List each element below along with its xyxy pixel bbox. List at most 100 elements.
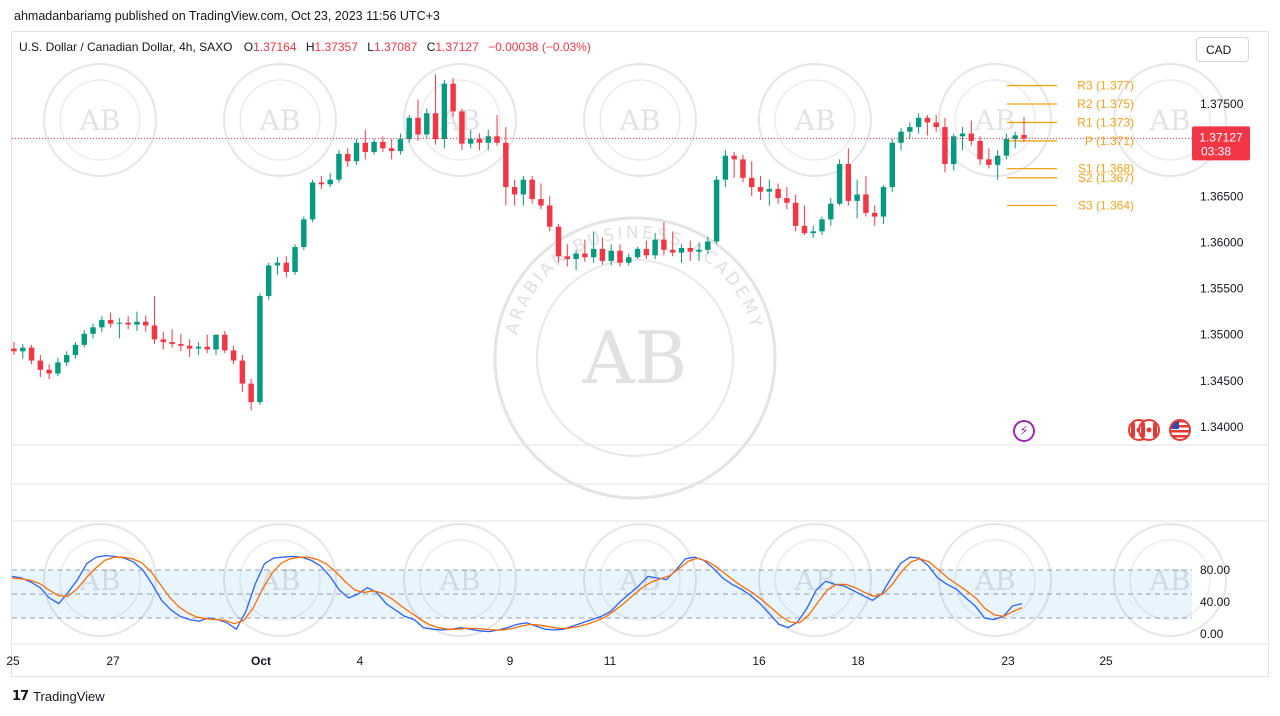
- candle-body: [713, 179, 720, 242]
- candle-body: [424, 113, 430, 135]
- footer-brand-label: TradingView: [33, 688, 105, 704]
- watermark-big-monogram: AB: [582, 316, 688, 400]
- stoch-tick-label: 0.00: [1200, 627, 1224, 641]
- candle-body: [90, 327, 96, 334]
- candle-body: [213, 334, 219, 350]
- watermark-ring: [59, 79, 141, 161]
- pivot-label: S3 (1.364): [1078, 199, 1134, 213]
- candle-body: [626, 257, 632, 263]
- footer-branding[interactable]: 𝟭𝟳 TradingView: [12, 688, 105, 704]
- candle-body: [687, 247, 693, 252]
- candle-body: [942, 127, 948, 164]
- usa-flag-icon[interactable]: [1168, 418, 1192, 442]
- watermark-ring: [954, 539, 1036, 621]
- watermark-monogram: AB: [1149, 104, 1191, 137]
- candle-body: [582, 253, 588, 258]
- watermark-ring: [774, 79, 856, 161]
- candle-body: [933, 122, 939, 128]
- candle-body: [1021, 135, 1027, 139]
- candle-body: [757, 187, 764, 192]
- flash-icon[interactable]: ⚡: [1013, 420, 1035, 442]
- candle-body: [792, 202, 799, 226]
- time-tick-label: 27: [106, 654, 120, 668]
- candle-body: [836, 163, 843, 204]
- watermark-seal: [1113, 523, 1227, 637]
- candle-body: [397, 139, 404, 152]
- watermark-seal: [583, 63, 697, 177]
- stochastic-pane: [11, 554, 1192, 633]
- candle-body: [380, 141, 386, 149]
- candle-body: [608, 250, 614, 261]
- candle-body: [766, 188, 773, 192]
- ohlc-legend: U.S. Dollar / Canadian Dollar, 4h, SAXO …: [19, 40, 597, 54]
- candle-body: [810, 231, 816, 234]
- symbol-title[interactable]: U.S. Dollar / Canadian Dollar, 4h, SAXO: [19, 40, 233, 54]
- time-tick-label: 4: [357, 654, 364, 668]
- candle-body: [863, 194, 869, 213]
- candle-body: [828, 203, 834, 220]
- candle-body: [46, 369, 52, 374]
- pivot-label: S1 (1.368): [1078, 162, 1134, 176]
- watermark-monogram: AB: [259, 104, 301, 137]
- candle-body: [652, 239, 658, 256]
- watermark-ring: [599, 79, 681, 161]
- watermark-ring: [59, 539, 141, 621]
- watermark-ring: [239, 539, 321, 621]
- candle-body: [1003, 139, 1010, 156]
- watermark-monogram: AB: [794, 104, 836, 137]
- candle-body: [353, 142, 360, 162]
- pivot-label: R2 (1.375): [1077, 97, 1134, 111]
- published-info: ahmadanbariamg published on TradingView.…: [14, 9, 440, 23]
- candle-body: [125, 322, 131, 325]
- candle-body: [204, 346, 210, 350]
- candle-body: [327, 179, 333, 185]
- candle-body: [986, 159, 992, 165]
- candle-body: [555, 226, 562, 257]
- watermark-monogram: AB: [974, 104, 1016, 137]
- candle-body: [20, 347, 26, 352]
- candle-body: [301, 219, 307, 248]
- watermark-layer: ABABABABABABABABABABABABABABABARABIAN BU…: [43, 63, 1227, 637]
- watermark-seal: [403, 523, 517, 637]
- candle-body: [898, 131, 904, 143]
- pivot-label: R1 (1.373): [1077, 115, 1134, 129]
- watermark-seal: [583, 523, 697, 637]
- price-tick-label: 1.34500: [1200, 374, 1244, 388]
- candle-body: [722, 155, 729, 180]
- candle-body: [494, 136, 500, 143]
- watermark-seal: [938, 523, 1052, 637]
- candle-body: [28, 347, 35, 361]
- candle-body: [529, 179, 535, 200]
- current-price-label: 1.37127: [1199, 130, 1243, 144]
- time-tick-label: 16: [752, 654, 766, 668]
- watermark-ring: [599, 539, 681, 621]
- candle-body: [450, 83, 456, 112]
- canada-flag-icon[interactable]: [1128, 418, 1160, 442]
- candle-body: [11, 348, 17, 352]
- candle-body: [195, 346, 202, 349]
- price-tick-label: 1.36000: [1200, 235, 1244, 249]
- candle-body: [643, 248, 650, 256]
- candle-body: [485, 136, 491, 143]
- candle-body: [617, 250, 623, 263]
- high-value: 1.37357: [314, 40, 358, 54]
- candle-body: [959, 133, 966, 137]
- candle-body: [107, 319, 114, 324]
- time-tick-label: 11: [604, 654, 617, 668]
- candle-body: [907, 127, 913, 132]
- watermark-seal: [758, 63, 872, 177]
- candle-body: [740, 159, 746, 178]
- candle-body: [845, 163, 852, 201]
- currency-button[interactable]: CAD: [1196, 37, 1249, 62]
- watermark-ring: [774, 539, 856, 621]
- candle-body: [924, 117, 931, 123]
- candle-body: [151, 325, 158, 340]
- candle-body: [590, 248, 597, 258]
- pivot-levels: R3 (1.377) R2 (1.375) R1 (1.373) P (1.371) S…: [1007, 79, 1134, 213]
- candle-body: [661, 239, 667, 250]
- candle-body: [467, 139, 474, 144]
- candle-body: [55, 362, 61, 374]
- watermark-seal: [43, 63, 157, 177]
- time-tick-label: 25: [6, 654, 20, 668]
